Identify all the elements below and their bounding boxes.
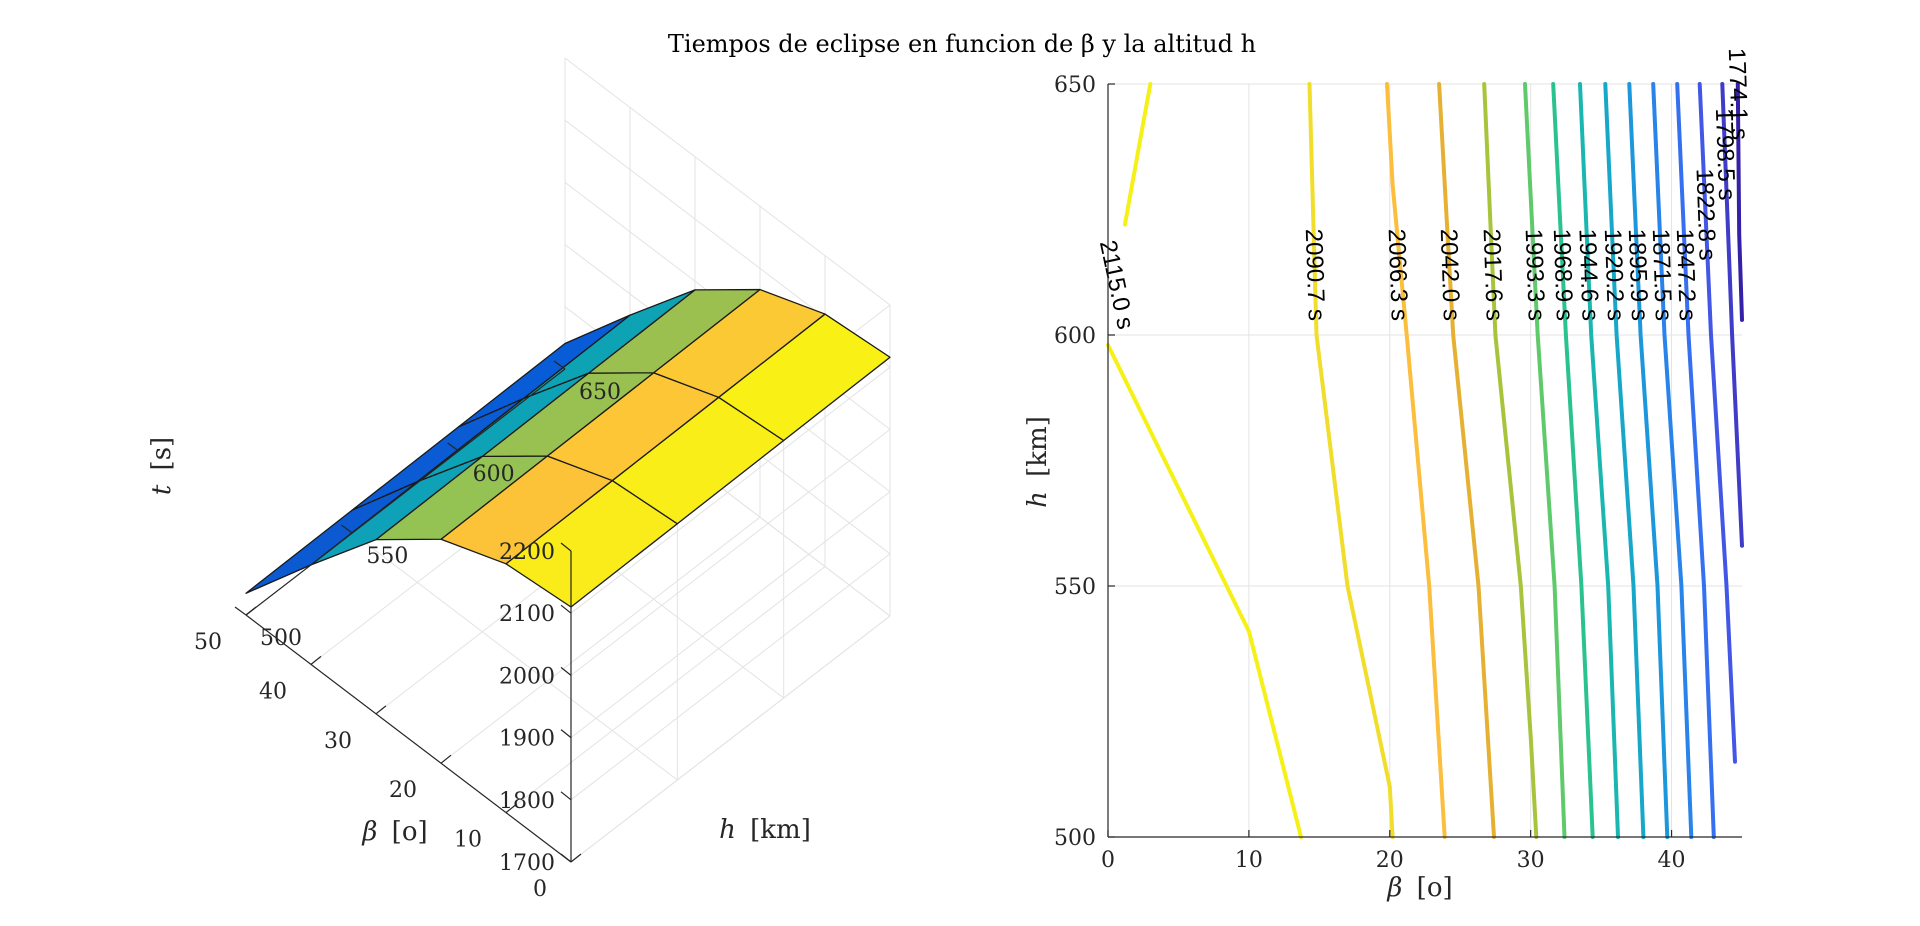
figure-title: Tiempos de eclipse en funcion de β y la … — [668, 30, 1256, 58]
contour-label: 1895.9 s — [1623, 228, 1653, 321]
grid-line — [564, 57, 891, 306]
z-tick — [560, 666, 572, 676]
contour-label: 1944.6 s — [1573, 228, 1603, 321]
y-tick — [447, 442, 460, 452]
y-tick-label: 600 — [473, 462, 515, 487]
contour-label: 1774.1 s — [1723, 48, 1753, 141]
contour-line — [1551, 82, 1595, 839]
x-tick — [245, 606, 257, 616]
contour-line — [1603, 82, 1646, 839]
z-tick — [560, 791, 572, 801]
contour-line — [1697, 82, 1737, 764]
contour-line — [1385, 82, 1447, 839]
x-axis-line — [245, 614, 572, 863]
x-tick — [570, 853, 582, 863]
z-tick-label: 2200 — [499, 540, 555, 565]
y-axis-line — [245, 368, 566, 616]
y-tick-label: 500 — [1054, 826, 1096, 851]
y-tick — [340, 524, 353, 534]
x-tick — [375, 705, 387, 715]
surface-plot-faces — [245, 288, 891, 608]
contour-line — [1627, 82, 1670, 839]
contour-lines — [1106, 82, 1744, 839]
y-tick-label: 550 — [366, 544, 408, 569]
z-tick-label: 2100 — [499, 602, 555, 627]
x-tick-label: 10 — [454, 828, 482, 853]
contour-label: 1847.2 s — [1671, 228, 1701, 321]
contour-label: 1920.2 s — [1599, 228, 1629, 321]
x-tick-label: 50 — [194, 630, 222, 655]
y-tick-label: 550 — [1054, 575, 1096, 600]
contour-label: 1968.9 s — [1548, 228, 1578, 321]
contour-label: 1993.3 s — [1520, 228, 1550, 321]
surface-zlabel: t [s] — [147, 437, 177, 495]
y-tick — [234, 606, 247, 616]
contour-plot: 2115.0 s 2090.7 s 2066.3 s 2042.0 s 2017.6 s… — [1023, 48, 1753, 903]
contour-label: 2017.6 s — [1478, 228, 1508, 321]
x-tick-label: 20 — [1376, 848, 1404, 873]
contour-label: 1871.5 s — [1647, 228, 1677, 321]
contour-line — [1437, 82, 1496, 839]
x-tick-label: 30 — [1517, 848, 1545, 873]
grid-line — [505, 566, 826, 813]
contour-line — [1106, 343, 1303, 839]
surface-plot: 1700 1800 1900 2000 2100 2200 0 10 20 30 40 50 500 55… — [147, 57, 891, 902]
contour-axes: 0 10 20 30 40 500 550 600 650 — [1054, 73, 1742, 873]
grid-line — [570, 366, 891, 614]
z-tick — [560, 542, 572, 552]
x-tick — [505, 804, 517, 814]
contour-line — [1651, 82, 1694, 839]
z-tick — [560, 729, 572, 739]
y-tick-label: 600 — [1054, 324, 1096, 349]
grid-line — [570, 553, 891, 801]
z-tick-label: 1700 — [499, 851, 555, 876]
y-tick-label: 500 — [260, 626, 302, 651]
x-tick-label: 0 — [1101, 848, 1115, 873]
contour-labels: 2115.0 s 2090.7 s 2066.3 s 2042.0 s 2017.6 s… — [1094, 48, 1753, 332]
grid-line — [570, 429, 891, 676]
x-tick — [310, 655, 322, 665]
surface-ylabel: h [km] — [719, 815, 811, 845]
contour-label: 2042.0 s — [1435, 228, 1465, 321]
contour-xlabel: β [o] — [1386, 873, 1452, 903]
contour-label: 1822.8 s — [1691, 168, 1721, 261]
x-tick-label: 30 — [324, 729, 352, 754]
y-tick-label: 650 — [579, 380, 621, 405]
x-tick-label: 40 — [259, 679, 287, 704]
contour-line — [1720, 82, 1744, 548]
surface-xlabel: β [o] — [361, 817, 427, 847]
y-tick — [553, 360, 566, 370]
x-tick-label: 0 — [533, 877, 547, 902]
grid-line — [352, 532, 678, 781]
grid-line — [570, 491, 891, 738]
z-tick-label: 1800 — [499, 789, 555, 814]
x-tick — [440, 754, 452, 764]
x-tick-label: 10 — [1235, 848, 1263, 873]
z-tick-label: 2000 — [499, 664, 555, 689]
contour-label: 2115.0 s — [1094, 238, 1139, 332]
surface-plot-axes: 1700 1800 1900 2000 2100 2200 0 10 20 30 40 50 500 55… — [194, 360, 621, 902]
grid-line — [440, 516, 761, 764]
contour-line — [1482, 82, 1539, 839]
contour-line — [1307, 82, 1395, 839]
contour-line — [1122, 82, 1153, 227]
contour-line — [1675, 82, 1716, 839]
grid-line — [570, 615, 891, 863]
x-tick-label: 20 — [389, 778, 417, 803]
contour-line — [1578, 82, 1620, 839]
x-tick-label: 40 — [1658, 848, 1686, 873]
z-tick — [560, 604, 572, 614]
contour-ylabel: h [km] — [1023, 416, 1053, 508]
contour-line — [1735, 82, 1744, 322]
contour-grid — [1107, 83, 1742, 838]
contour-label: 2066.3 s — [1383, 228, 1413, 321]
contour-line — [1523, 82, 1567, 839]
z-tick — [560, 853, 572, 863]
contour-label: 1798.5 s — [1710, 108, 1740, 201]
y-tick-label: 650 — [1054, 73, 1096, 98]
surface-face — [458, 314, 631, 428]
z-tick-label: 1900 — [499, 727, 555, 752]
contour-label: 2090.7 s — [1300, 228, 1330, 321]
